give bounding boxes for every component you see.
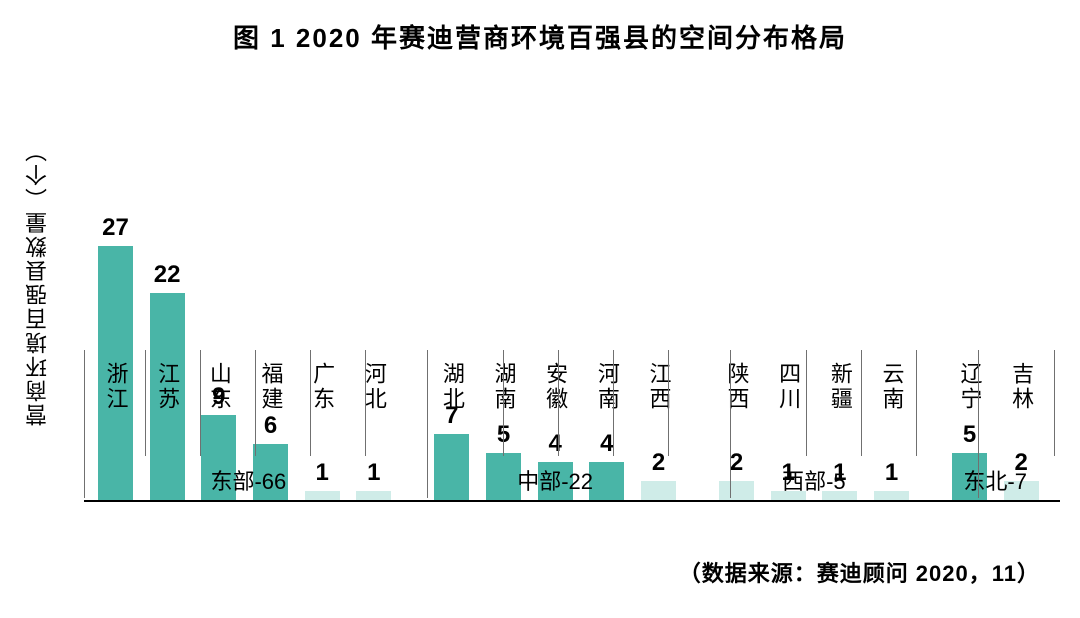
group-label: 东北-7 xyxy=(930,458,1060,502)
x-tick-label: 福建 xyxy=(254,362,286,412)
bar-value-label: 27 xyxy=(90,214,142,242)
bar-cell: 27 xyxy=(90,210,142,500)
x-tick-label: 江苏 xyxy=(151,362,183,412)
x-tick-label-cell: 河南 xyxy=(581,356,633,456)
bar-cell: 4 xyxy=(529,210,581,500)
group-divider-tick xyxy=(978,350,979,498)
bar-cell: 7 xyxy=(426,210,478,500)
x-tick-label: 新疆 xyxy=(824,362,856,412)
x-tick-label: 安徽 xyxy=(539,362,571,412)
bar-cell: 1 xyxy=(348,210,400,500)
x-tick-label-cell: 福建 xyxy=(245,356,297,456)
group-label: 中部-22 xyxy=(413,458,698,502)
group-labels-row: 东部-66中部-22西部-5东北-7 xyxy=(84,458,1060,502)
y-axis-label: 营商环境百强县数量（个） xyxy=(22,138,54,426)
bar-cell: 1 xyxy=(296,210,348,500)
bar-divider-tick xyxy=(200,350,201,456)
bar-divider-tick xyxy=(503,350,504,456)
x-tick-label: 河南 xyxy=(591,362,623,412)
bar-divider-tick xyxy=(310,350,311,456)
bar-divider-tick xyxy=(145,350,146,456)
bar-divider-tick xyxy=(558,350,559,456)
group-label: 西部-5 xyxy=(697,458,930,502)
x-tick-label: 辽宁 xyxy=(953,362,985,412)
bar-divider-tick xyxy=(806,350,807,456)
bar-cell: 1 xyxy=(814,210,866,500)
group-divider-tick xyxy=(730,350,731,498)
x-tick-label-cell: 云南 xyxy=(866,356,918,456)
x-tick-label: 江西 xyxy=(643,362,675,412)
x-labels-row: 浙江江苏山东福建广东河北湖北湖南安徽河南江西陕西四川新疆云南辽宁吉林 xyxy=(84,356,1060,456)
x-tick-label-cell: 陕西 xyxy=(711,356,763,456)
bar-divider-tick xyxy=(613,350,614,456)
x-tick-label-cell: 新疆 xyxy=(814,356,866,456)
chart-area: 营商环境百强县数量（个） 2722961175442211152 浙江江苏山东福… xyxy=(70,62,1060,502)
x-tick-label: 四川 xyxy=(772,362,804,412)
x-tick-label-cell: 吉林 xyxy=(995,356,1047,456)
x-tick-label-cell: 广东 xyxy=(296,356,348,456)
bar-cell: 4 xyxy=(581,210,633,500)
group-divider-tick xyxy=(427,350,428,498)
x-tick-label: 陕西 xyxy=(720,362,752,412)
x-tick-label: 吉林 xyxy=(1005,362,1037,412)
bar-cell: 2 xyxy=(995,210,1047,500)
x-tick-label: 云南 xyxy=(876,362,908,412)
x-tick-label-cell: 江西 xyxy=(633,356,685,456)
x-tick-label-cell: 江苏 xyxy=(141,356,193,456)
bar-divider-tick xyxy=(861,350,862,456)
x-tick-label: 河北 xyxy=(358,362,390,412)
x-tick-label: 湖北 xyxy=(436,362,468,412)
x-tick-label-cell: 河北 xyxy=(348,356,400,456)
source-citation: （数据来源：赛迪顾问 2020，11） xyxy=(679,556,1040,588)
x-tick-label-cell: 安徽 xyxy=(529,356,581,456)
bar-divider-tick xyxy=(668,350,669,456)
x-tick-label-cell: 湖北 xyxy=(426,356,478,456)
x-tick-label-cell: 浙江 xyxy=(90,356,142,456)
chart-title: 图 1 2020 年赛迪营商环境百强县的空间分布格局 xyxy=(0,0,1080,55)
bar-cell: 2 xyxy=(711,210,763,500)
bar-divider-tick xyxy=(365,350,366,456)
bars-row: 2722961175442211152 xyxy=(84,210,1060,500)
bar-cell: 6 xyxy=(245,210,297,500)
group-label: 东部-66 xyxy=(84,458,413,502)
x-tick-label: 浙江 xyxy=(99,362,131,412)
group-divider-tick xyxy=(84,350,85,498)
bar-cell: 22 xyxy=(141,210,193,500)
x-tick-label-cell: 辽宁 xyxy=(944,356,996,456)
x-tick-label: 山东 xyxy=(203,362,235,412)
bar-divider-tick xyxy=(916,350,917,456)
bar-divider-tick xyxy=(1054,350,1055,456)
bar-cell: 5 xyxy=(944,210,996,500)
bar-value-label: 22 xyxy=(141,261,193,289)
bar-cell: 2 xyxy=(633,210,685,500)
bar-divider-tick xyxy=(255,350,256,456)
bar-cell: 1 xyxy=(866,210,918,500)
